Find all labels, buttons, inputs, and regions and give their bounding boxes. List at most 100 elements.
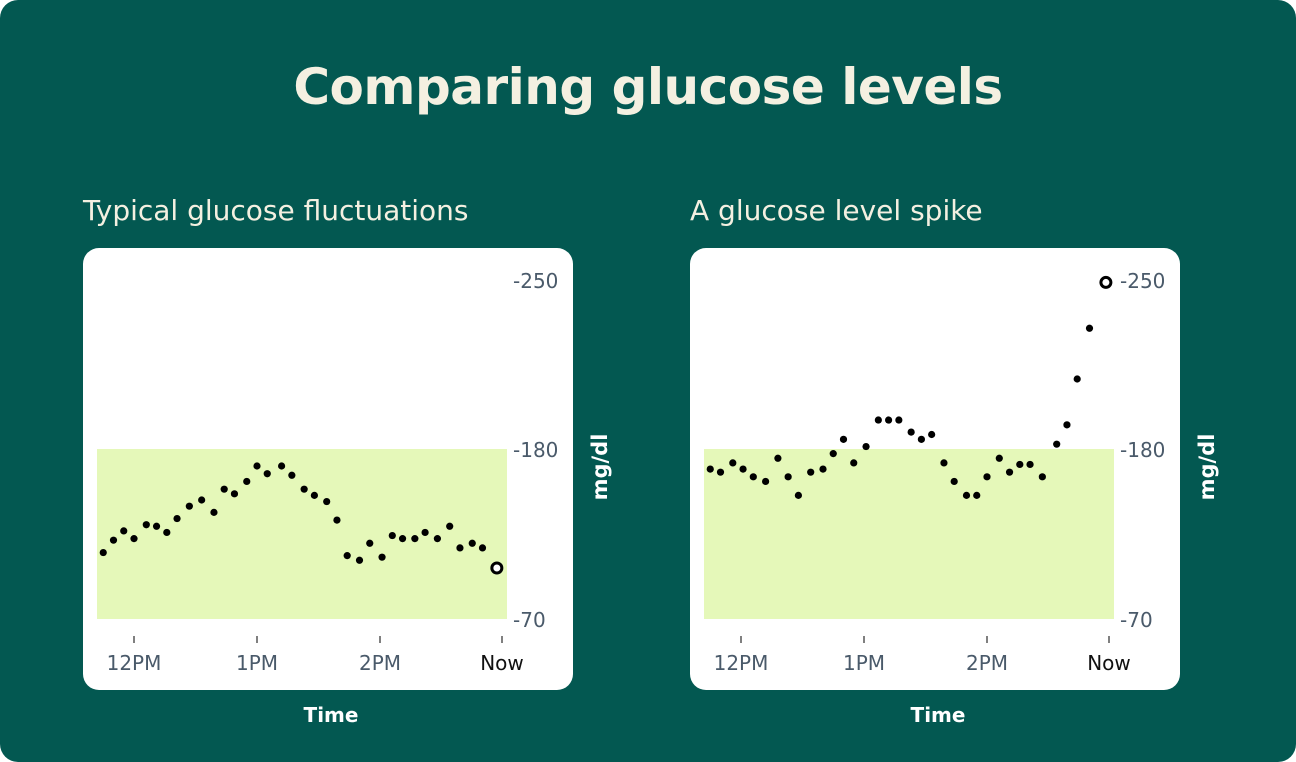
data-point <box>917 435 925 443</box>
data-point <box>1073 375 1081 383</box>
data-point <box>1016 460 1024 469</box>
data-point <box>163 528 171 537</box>
data-point <box>210 508 218 516</box>
y-tick-label: -70 <box>1120 608 1153 632</box>
data-point <box>885 416 893 424</box>
data-point <box>907 428 915 436</box>
data-point <box>333 516 341 524</box>
data-point <box>762 477 770 486</box>
chart-card-typical: -250 -180 -70 12PM 1PM 2PM Now <box>83 248 573 690</box>
data-point <box>99 548 107 557</box>
target-range-band <box>97 449 507 619</box>
y-axis-label-spike: mg/dl <box>1195 433 1219 501</box>
x-tick-label: Now <box>480 651 524 675</box>
y-tick-label: -250 <box>1120 269 1165 293</box>
data-point <box>263 470 271 478</box>
data-point <box>940 459 948 467</box>
target-range-band <box>704 449 1114 619</box>
data-point <box>456 544 464 552</box>
data-point <box>355 556 364 564</box>
y-tick-label: -180 <box>513 438 558 462</box>
data-point <box>323 497 331 506</box>
x-axis-label-spike: Time <box>910 703 966 727</box>
data-point <box>253 462 261 470</box>
data-point <box>716 468 725 476</box>
data-point <box>142 521 150 529</box>
data-point <box>874 416 882 424</box>
data-point <box>1053 440 1061 448</box>
y-tick-label: -70 <box>513 608 546 632</box>
data-point <box>706 465 714 473</box>
y-tick-label: -250 <box>513 269 558 293</box>
data-point <box>398 535 407 543</box>
data-point <box>950 477 958 486</box>
data-point <box>421 528 429 537</box>
x-tick-label: Now <box>1087 651 1131 675</box>
current-reading-point <box>490 561 504 575</box>
data-point <box>1063 421 1071 429</box>
data-point <box>928 430 936 439</box>
current-reading-point <box>1099 275 1113 289</box>
data-point <box>794 491 802 499</box>
chart-typical: -250 -180 -70 12PM 1PM 2PM Now <box>97 269 558 675</box>
data-point <box>829 450 837 458</box>
x-tick-label: 2PM <box>966 651 1008 675</box>
data-point <box>243 477 251 486</box>
data-point <box>995 454 1003 462</box>
x-tick-label: 12PM <box>714 651 769 675</box>
data-point <box>173 514 181 523</box>
x-tick-label: 1PM <box>843 651 885 675</box>
y-tick-label: -180 <box>1120 438 1165 462</box>
data-point <box>411 535 419 543</box>
data-point <box>230 490 239 498</box>
data-point <box>220 485 228 493</box>
data-point <box>784 473 792 481</box>
chart-title-typical: Typical glucose fluctuations <box>83 194 469 227</box>
data-point <box>388 531 396 540</box>
data-point <box>1005 468 1014 476</box>
data-point <box>468 539 476 547</box>
x-tick-label: 12PM <box>107 651 162 675</box>
data-point <box>478 544 487 552</box>
data-point <box>774 454 782 462</box>
x-tick-label: 2PM <box>359 651 401 675</box>
data-point <box>839 435 848 443</box>
data-point <box>819 465 827 473</box>
data-point <box>962 491 971 499</box>
y-axis-label-typical: mg/dl <box>588 433 612 501</box>
data-point <box>973 491 981 499</box>
data-point <box>152 522 161 530</box>
chart-title-spike: A glucose level spike <box>690 194 983 227</box>
data-point <box>300 485 308 493</box>
chart-spike: -250 -180 -70 12PM 1PM 2PM Now <box>704 269 1165 675</box>
data-point <box>433 535 441 543</box>
data-point <box>729 459 737 467</box>
data-point <box>378 553 386 561</box>
data-point <box>749 473 757 481</box>
data-point <box>278 462 286 470</box>
data-point <box>109 536 118 544</box>
data-point <box>288 471 296 479</box>
data-point <box>120 527 128 535</box>
data-point <box>1038 473 1046 481</box>
data-point <box>862 442 870 451</box>
data-point <box>198 496 206 504</box>
data-point <box>983 473 991 481</box>
data-point <box>895 416 903 424</box>
data-point <box>343 552 351 560</box>
data-point <box>185 502 193 510</box>
data-point <box>739 465 747 473</box>
chart-card-spike: -250 -180 -70 12PM 1PM 2PM Now <box>690 248 1180 690</box>
data-point <box>807 468 815 476</box>
data-point <box>130 535 138 543</box>
data-point <box>366 539 374 547</box>
x-axis-label-typical: Time <box>303 703 359 727</box>
data-point <box>310 491 318 499</box>
data-point <box>850 459 858 467</box>
x-tick-label: 1PM <box>236 651 278 675</box>
page-title: Comparing glucose levels <box>293 58 1003 116</box>
data-point <box>1026 460 1034 469</box>
data-point <box>446 522 454 530</box>
data-point <box>1085 324 1094 332</box>
